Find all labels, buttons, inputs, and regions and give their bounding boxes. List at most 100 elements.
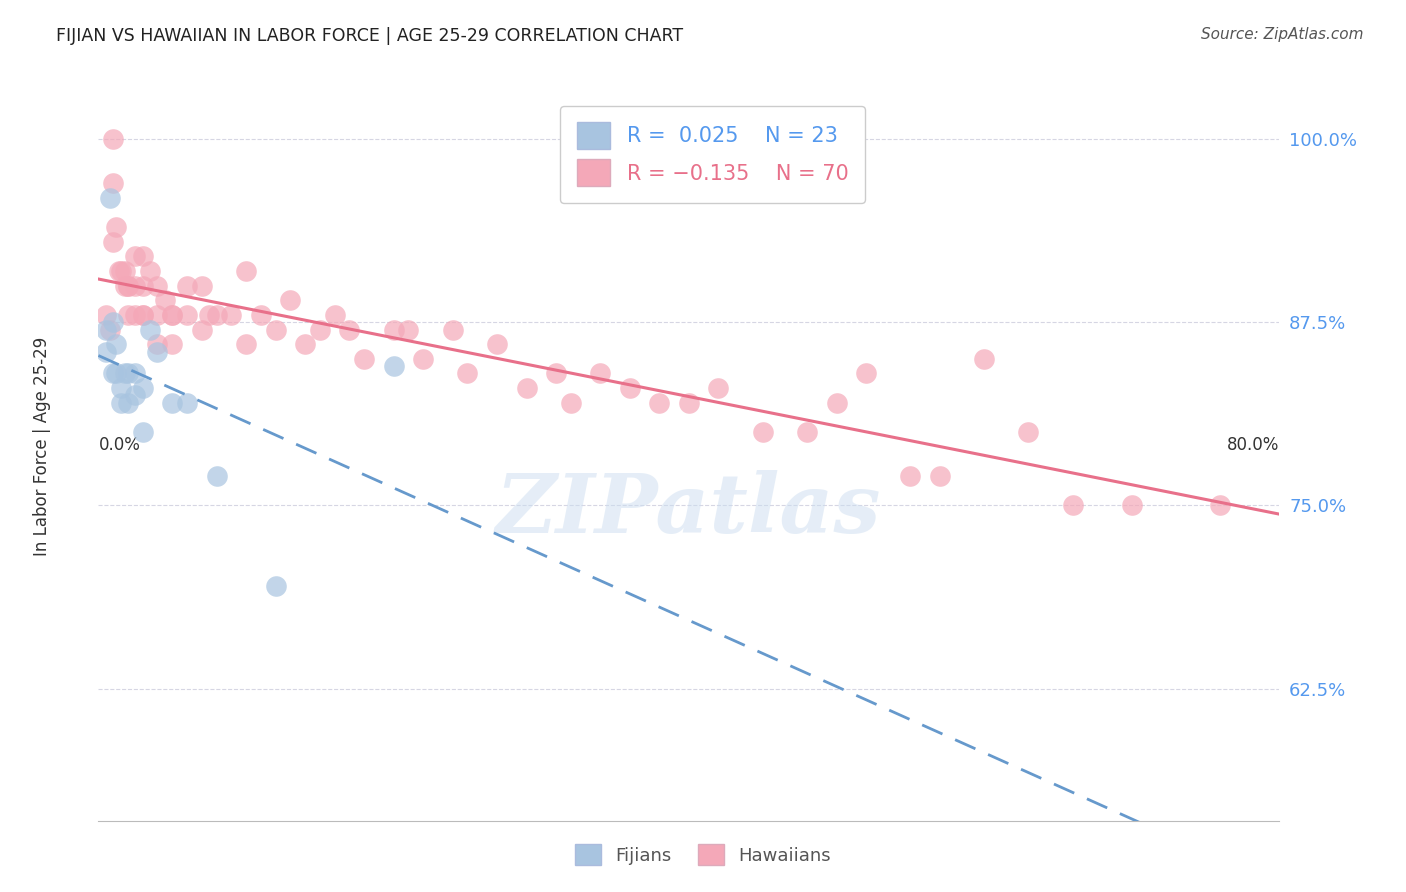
Point xyxy=(105,337,128,351)
Point xyxy=(796,425,818,439)
Point xyxy=(264,322,287,336)
Point xyxy=(117,278,139,293)
Point xyxy=(124,278,146,293)
Point xyxy=(114,367,136,381)
Point xyxy=(108,264,131,278)
Point xyxy=(339,322,361,336)
Point xyxy=(198,308,221,322)
Point xyxy=(146,344,169,359)
Text: FIJIAN VS HAWAIIAN IN LABOR FORCE | AGE 25-29 CORRELATION CHART: FIJIAN VS HAWAIIAN IN LABOR FORCE | AGE … xyxy=(56,27,683,45)
Point xyxy=(103,367,125,381)
Point xyxy=(516,381,538,395)
Point xyxy=(110,396,132,410)
Point xyxy=(117,278,139,293)
Point xyxy=(382,322,405,336)
Point xyxy=(103,176,125,190)
Point xyxy=(139,322,162,336)
Point xyxy=(294,337,316,351)
Point xyxy=(103,235,125,249)
Point xyxy=(1209,499,1232,513)
Point xyxy=(250,308,273,322)
Point xyxy=(560,396,582,410)
Point xyxy=(103,315,125,329)
Point xyxy=(114,264,136,278)
Point xyxy=(191,278,214,293)
Point xyxy=(162,308,183,322)
Point xyxy=(398,322,420,336)
Point xyxy=(162,308,183,322)
Point xyxy=(98,190,121,204)
Point xyxy=(323,308,346,322)
Point xyxy=(309,322,332,336)
Point xyxy=(280,293,302,308)
Point xyxy=(94,322,117,336)
Point xyxy=(117,308,139,322)
Point xyxy=(1062,499,1084,513)
Point xyxy=(132,308,155,322)
Point xyxy=(678,396,700,410)
Text: In Labor Force | Age 25-29: In Labor Force | Age 25-29 xyxy=(34,336,51,556)
Text: 80.0%: 80.0% xyxy=(1227,435,1279,454)
Point xyxy=(825,396,848,410)
Point xyxy=(124,249,146,263)
Point xyxy=(162,396,183,410)
Point xyxy=(589,367,612,381)
Point xyxy=(929,469,952,483)
Point xyxy=(900,469,922,483)
Point xyxy=(752,425,775,439)
Point xyxy=(132,249,155,263)
Point xyxy=(441,322,464,336)
Point xyxy=(98,322,121,336)
Point xyxy=(176,308,198,322)
Point xyxy=(176,278,198,293)
Point xyxy=(486,337,509,351)
Point xyxy=(114,278,136,293)
Point xyxy=(132,381,155,395)
Point xyxy=(162,337,183,351)
Point xyxy=(707,381,730,395)
Point xyxy=(146,308,169,322)
Point xyxy=(235,264,257,278)
Point xyxy=(117,396,139,410)
Point xyxy=(546,367,568,381)
Point xyxy=(124,308,146,322)
Point xyxy=(124,367,146,381)
Point xyxy=(94,344,117,359)
Point xyxy=(1018,425,1040,439)
Point xyxy=(1121,499,1143,513)
Point xyxy=(176,396,198,410)
Point xyxy=(146,278,169,293)
Point xyxy=(132,425,155,439)
Point xyxy=(105,367,128,381)
Point xyxy=(382,359,405,373)
Point xyxy=(105,219,128,234)
Point xyxy=(146,337,169,351)
Point xyxy=(648,396,671,410)
Point xyxy=(153,293,176,308)
Point xyxy=(973,351,995,366)
Point xyxy=(264,579,287,593)
Point xyxy=(94,308,117,322)
Point xyxy=(855,367,877,381)
Point xyxy=(235,337,257,351)
Point xyxy=(205,308,228,322)
Text: 0.0%: 0.0% xyxy=(98,435,141,454)
Point xyxy=(110,381,132,395)
Text: Source: ZipAtlas.com: Source: ZipAtlas.com xyxy=(1201,27,1364,42)
Point xyxy=(353,351,375,366)
Legend: Fijians, Hawaiians: Fijians, Hawaiians xyxy=(567,835,839,874)
Point xyxy=(619,381,641,395)
Point xyxy=(117,367,139,381)
Point xyxy=(103,132,125,146)
Point xyxy=(457,367,479,381)
Text: ZIPatlas: ZIPatlas xyxy=(496,470,882,549)
Point xyxy=(124,388,146,402)
Point xyxy=(191,322,214,336)
Legend: R =  0.025    N = 23, R = −0.135    N = 70: R = 0.025 N = 23, R = −0.135 N = 70 xyxy=(560,105,865,202)
Point xyxy=(110,264,132,278)
Point xyxy=(221,308,243,322)
Point xyxy=(139,264,162,278)
Point xyxy=(132,308,155,322)
Point xyxy=(205,469,228,483)
Point xyxy=(132,278,155,293)
